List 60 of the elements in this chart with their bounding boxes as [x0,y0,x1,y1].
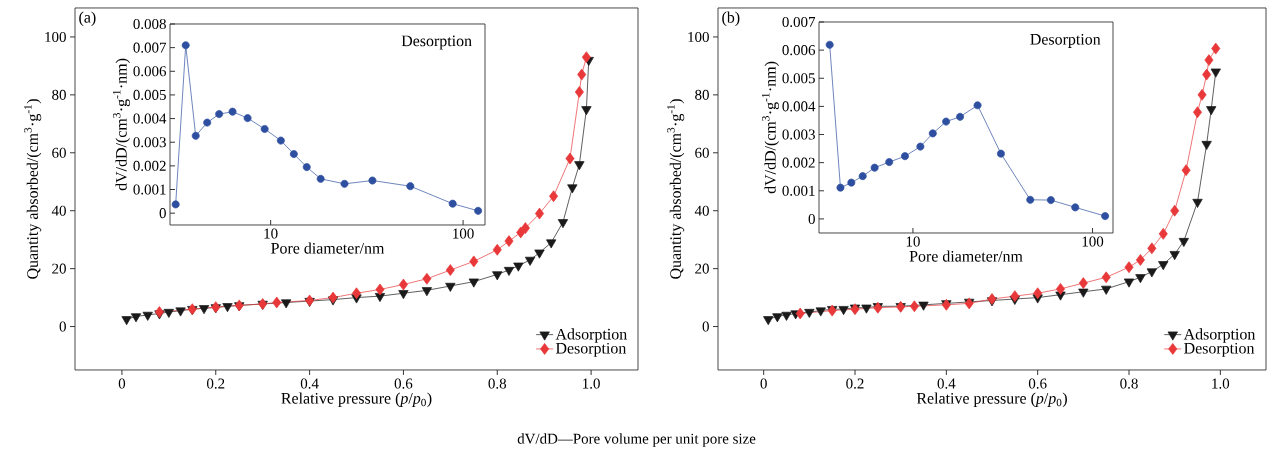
y-tick-label: 0.001 [782,185,815,196]
y-axis-title: dV/dD/(cm$^{3}$·g$^{-1}$·nm) [761,61,780,194]
y-tick-label: 80 [52,89,66,100]
annotation: (a) [79,11,96,26]
x-tick-label: 0.8 [1120,378,1138,389]
x-axis-title: Relative pressure (p/p$_{0}$) [916,392,1067,407]
y-tick-label: 0.005 [133,89,166,101]
x-tick-label: 0.4 [937,378,956,389]
y-tick-label: 80 [695,89,709,100]
x-tick-label: 0.6 [1028,378,1047,389]
y-tick-label: 100 [45,31,66,42]
x-tick-label: 10 [264,228,278,239]
y-tick-label: 0.007 [782,16,816,28]
legend-label: Adsorption [1183,328,1256,343]
x-tick-label: 0.8 [488,378,507,389]
y-tick-label: 0.002 [782,157,815,168]
legend-label: Adsorption [555,328,627,343]
x-tick-label: 0.2 [206,378,225,389]
y-tick-label: 60 [695,147,709,158]
y-tick-label: 0.001 [133,184,166,195]
y-axis-title: dV/dD/(cm$^{3}$·g$^{-1}$·nm) [112,58,131,191]
y-tick-label: 40 [694,205,709,216]
legend-label: Desorption [555,342,627,357]
x-tick-label: 1.0 [583,378,600,389]
y-tick-label: 20 [52,263,66,274]
y-tick-label: 0.006 [133,66,167,77]
x-tick-label: 0 [760,378,767,389]
y-tick-label: 0.003 [133,137,166,148]
annotation: Desorption [1030,33,1101,48]
legend-label: Desorption [1184,342,1255,357]
y-tick-label: 0.004 [782,101,816,112]
y-tick-label: 40 [51,205,66,216]
x-axis-title: Pore diameter/nm [909,250,1023,262]
y-tick-label: 0 [59,321,66,332]
y-tick-label: 0.003 [782,129,815,140]
x-axis-title: Relative pressure (p/p$_{0}$) [281,392,432,407]
y-tick-label: 0 [159,208,166,219]
y-axis-title: Quantity absorbed/(cm$^{3}$·g$^{-1}$) [24,99,42,279]
annotation: Desorption [401,35,472,50]
x-tick-label: 0.4 [300,378,319,389]
y-tick-label: 0.005 [782,73,815,84]
annotation: (b) [722,11,740,26]
y-tick-label: 0 [702,321,709,332]
text: dV/dD—Pore volume per unit pore size [517,433,756,447]
y-tick-label: 0.004 [133,113,167,124]
y-tick-label: 100 [688,31,709,42]
x-axis-title: Pore diameter/nm [271,242,385,254]
y-tick-label: 0.008 [133,18,166,30]
x-tick-label: 0.6 [394,378,413,389]
y-axis-title: Quantity absorbed/(cm$^{3}$·g$^{-1}$) [667,99,685,279]
y-tick-label: 0.006 [782,45,816,56]
y-tick-label: 0 [808,213,815,224]
x-tick-label: 1.0 [1212,378,1230,389]
y-tick-label: 0.007 [133,42,167,53]
x-tick-label: 0.2 [846,378,864,389]
y-tick-label: 0.002 [133,160,166,171]
y-tick-label: 20 [695,263,709,274]
x-tick-label: 0 [118,378,126,389]
x-tick-label: 10 [906,236,920,247]
y-tick-label: 60 [52,147,66,158]
